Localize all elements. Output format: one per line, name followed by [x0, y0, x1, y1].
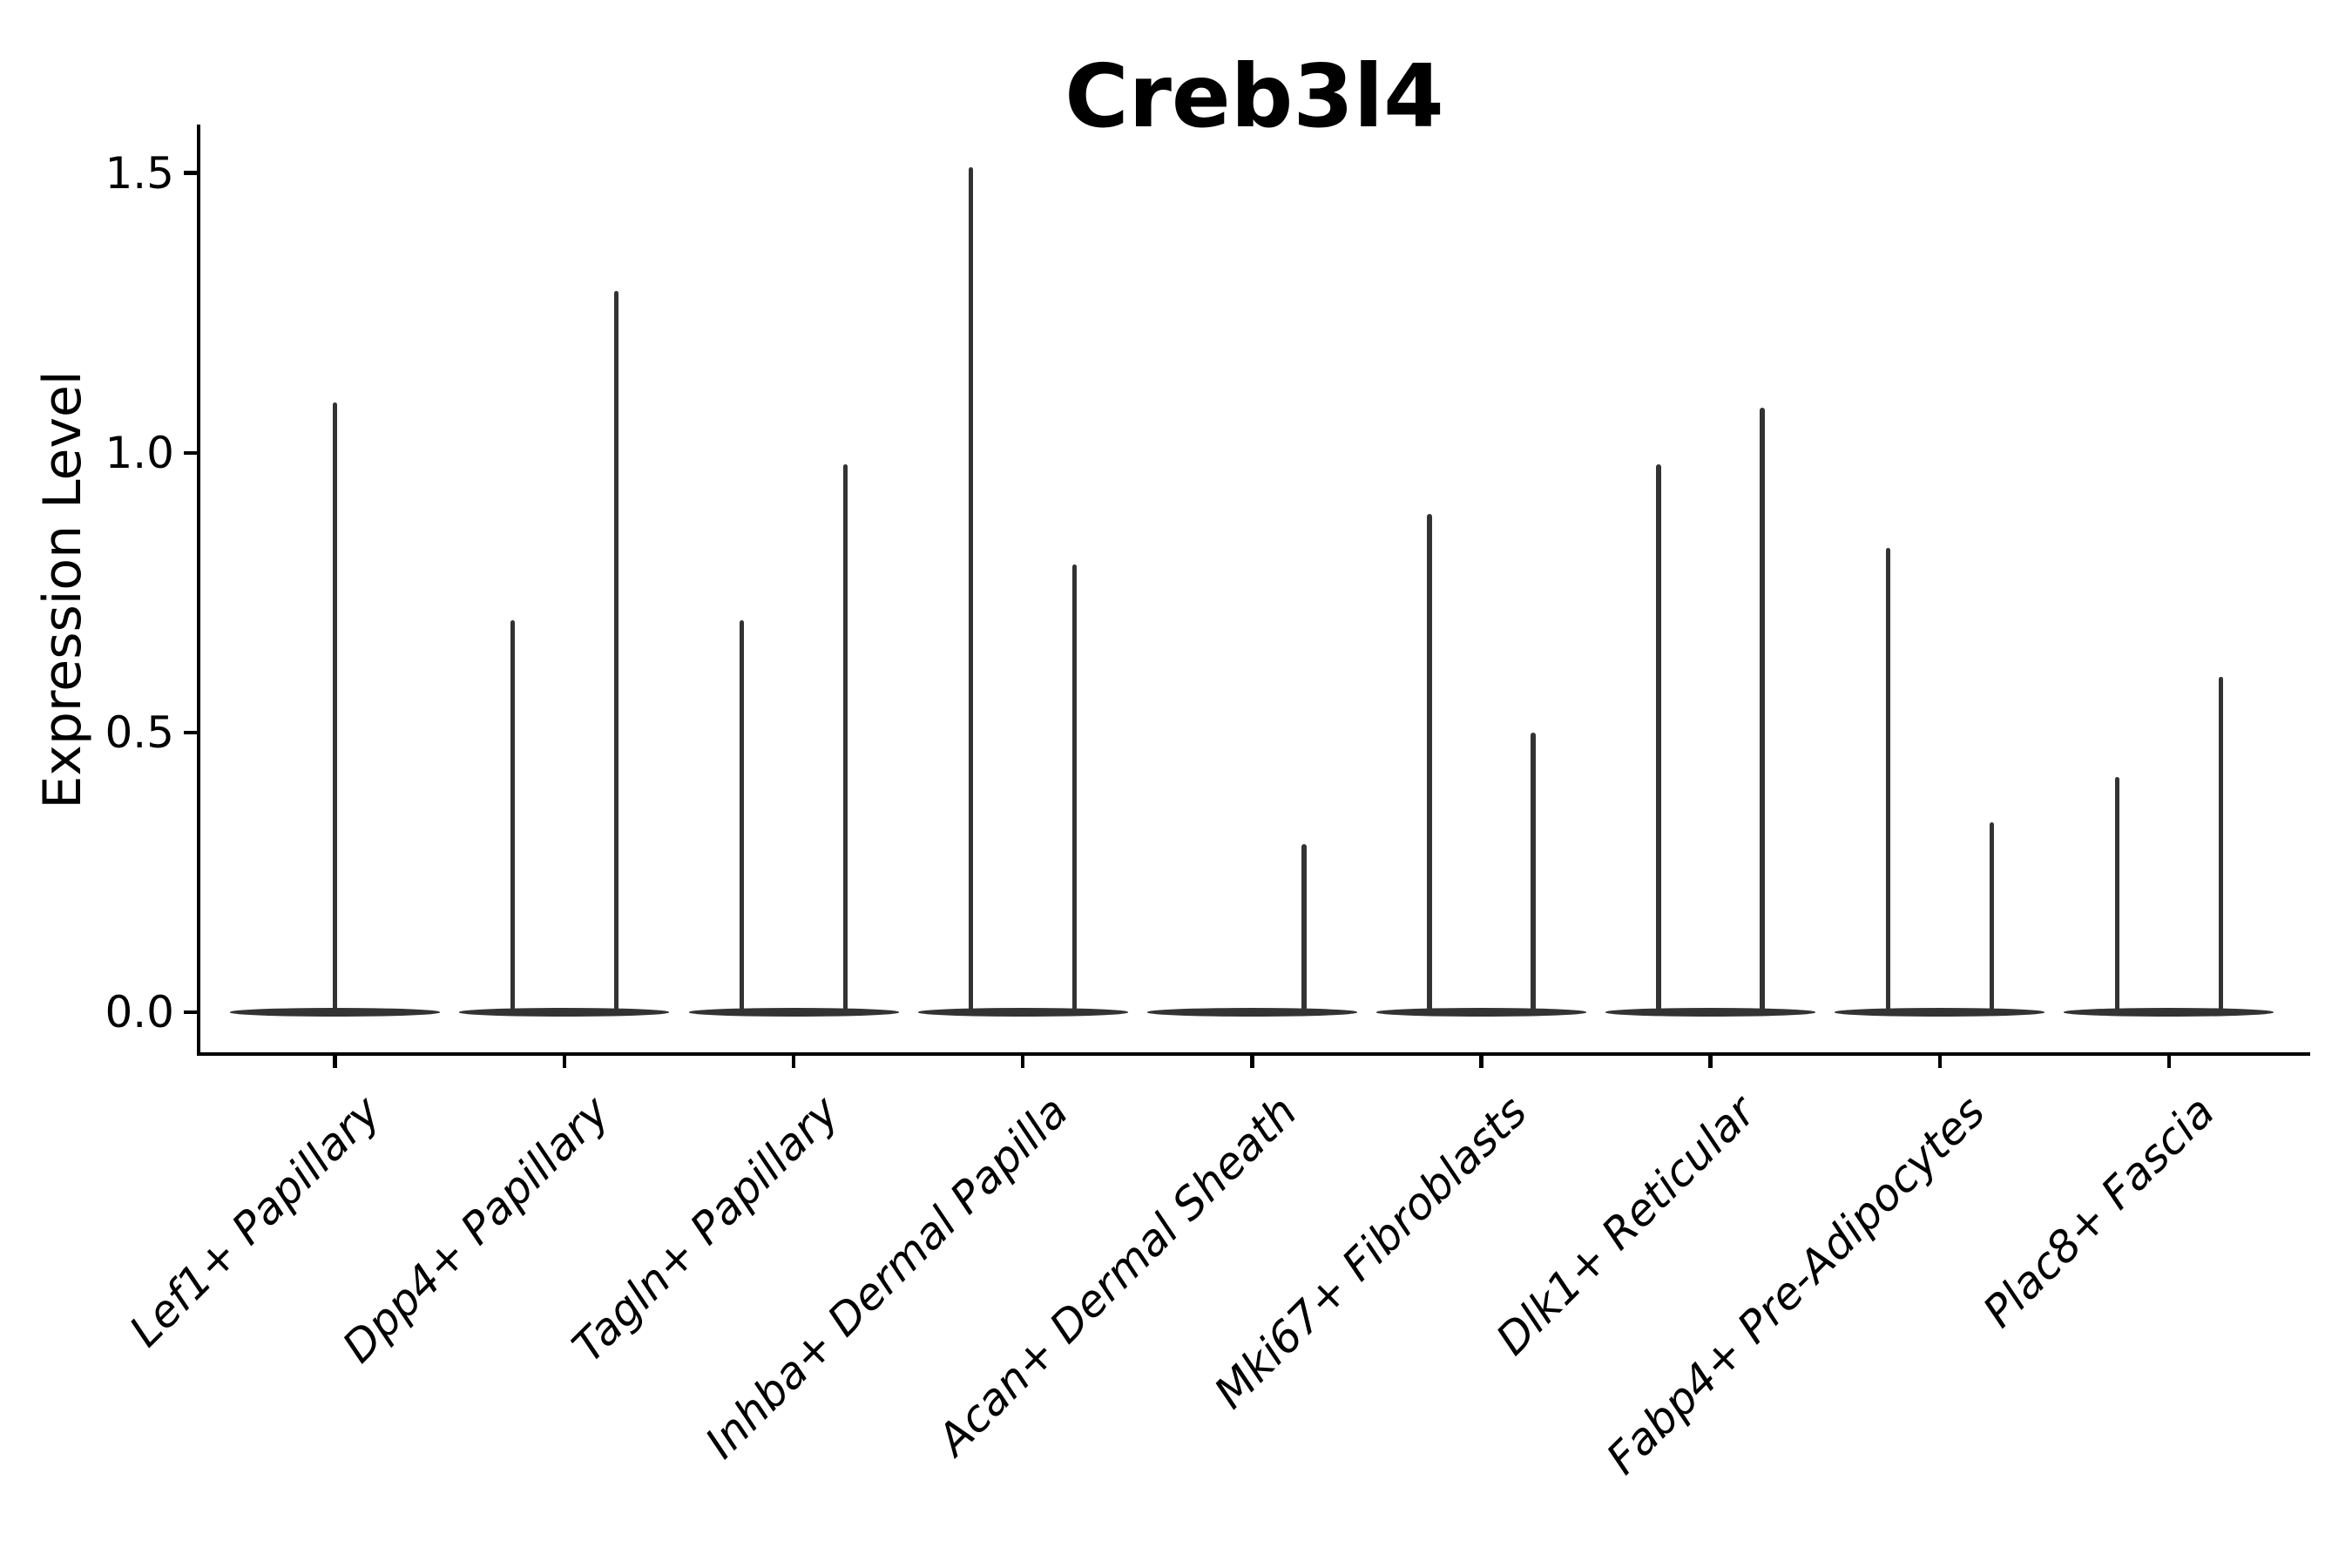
y-axis-label: Expression Level — [32, 370, 93, 809]
x-tick — [1250, 1056, 1254, 1069]
x-tick-label: Lef1+ Papillary — [119, 1086, 390, 1357]
y-tick — [184, 730, 197, 735]
violin-body — [1376, 1008, 1586, 1017]
y-tick-label: 0.0 — [105, 987, 174, 1037]
violin-spike — [1885, 547, 1891, 1012]
violin-spike — [613, 290, 619, 1012]
violin-spike — [1760, 408, 1765, 1012]
x-tick — [1020, 1056, 1025, 1069]
x-tick — [2166, 1056, 2172, 1069]
violin-body — [2064, 1008, 2274, 1017]
y-tick — [184, 450, 197, 456]
violin-spike — [1531, 732, 1536, 1012]
violin-spike — [1656, 463, 1661, 1012]
violin-spike — [2218, 676, 2224, 1012]
violin-body — [459, 1008, 670, 1017]
violin-spike — [1989, 821, 1995, 1012]
y-tick-label: 1.0 — [105, 427, 174, 478]
violin-spike — [332, 402, 338, 1012]
violin-body — [1146, 1008, 1357, 1017]
x-tick-label: Inhba+ Dermal Papilla — [695, 1086, 1078, 1469]
y-tick — [184, 1010, 197, 1015]
violin-body — [1605, 1008, 1816, 1017]
x-tick-label: Fabp4+ Pre-Adipocytes — [1597, 1086, 1995, 1484]
x-tick-label: Plac8+ Fascia — [1973, 1086, 2224, 1337]
x-tick — [1708, 1056, 1713, 1069]
violin-body — [230, 1008, 441, 1017]
violin-spike — [1301, 844, 1307, 1012]
violin-spike — [1071, 564, 1078, 1012]
x-tick — [791, 1056, 796, 1069]
violin-spike — [510, 620, 516, 1012]
x-tick — [333, 1056, 337, 1069]
violin-spike — [1427, 514, 1432, 1012]
violin-spike — [842, 463, 848, 1012]
y-axis-spine — [196, 125, 201, 1057]
x-tick — [1937, 1056, 1943, 1069]
y-tick — [184, 171, 197, 175]
chart-title: Creb3l4 — [1064, 45, 1444, 147]
violin-body — [1835, 1008, 2045, 1017]
violin-spike — [968, 167, 974, 1012]
y-tick-label: 0.5 — [105, 706, 174, 758]
violin-body — [688, 1008, 899, 1017]
violin-spike — [739, 620, 745, 1012]
y-tick-label: 1.5 — [105, 147, 174, 199]
violin-body — [917, 1008, 1128, 1017]
violin-spike — [2114, 777, 2120, 1012]
x-tick — [562, 1056, 567, 1069]
x-tick — [1479, 1056, 1484, 1069]
x-axis-spine — [196, 1051, 2310, 1057]
